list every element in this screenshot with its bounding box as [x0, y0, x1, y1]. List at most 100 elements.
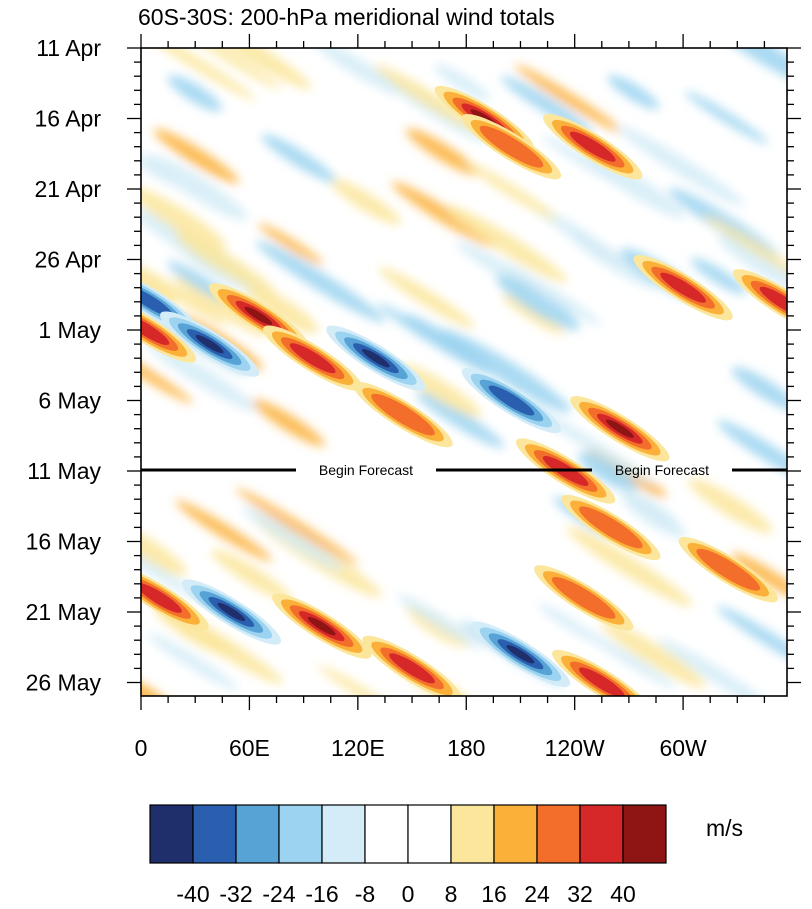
x-tick-label: 120W: [545, 735, 605, 761]
colorbar-box: [192, 804, 237, 864]
y-axis: 11 Apr 16 Apr 21 Apr 26 Apr 1 May 6 May 11 May…: [26, 35, 801, 696]
feature-contour: [578, 667, 625, 696]
feature-contour: [371, 393, 435, 436]
field-streak: [500, 261, 602, 326]
field-feature: [543, 114, 643, 180]
field-feature: [461, 114, 562, 180]
y-tick-label: 16 May: [26, 529, 102, 555]
field-streak: [141, 48, 256, 101]
field-streak: [188, 48, 312, 90]
colorbar-box: [278, 804, 323, 864]
field-streak: [658, 638, 778, 696]
field-streak: [684, 90, 769, 145]
colorbar-label: 8: [445, 881, 458, 907]
field-streak: [258, 223, 324, 265]
field-streak: [311, 48, 402, 96]
feature-contour: [389, 653, 435, 684]
x-tick-label: 180: [447, 735, 485, 761]
x-tick-label: 60E: [229, 735, 270, 761]
field-streak: [730, 552, 787, 602]
field-feature: [326, 325, 426, 391]
field-streak: [378, 267, 475, 329]
field-streak: [501, 75, 593, 135]
field-streak: [255, 240, 386, 323]
field-feature: [362, 635, 462, 696]
forecast-label-1: Begin Forecast: [319, 462, 413, 478]
feature-contour: [217, 602, 246, 622]
feature-contour: [569, 131, 616, 162]
field-streak: [243, 284, 319, 334]
field-feature: [461, 367, 562, 434]
colorbar-label: 32: [567, 881, 593, 907]
field-streak: [175, 231, 276, 297]
field-streak: [252, 399, 325, 447]
y-tick-label: 21 Apr: [35, 176, 102, 202]
x-axis: 0 60E 120E 180 120W 60W: [135, 34, 766, 761]
feature-contour: [579, 506, 643, 549]
field-feature: [262, 325, 363, 391]
colorbar-box: [321, 804, 366, 864]
field-streak: [141, 186, 227, 250]
field-streak: [617, 125, 745, 207]
colorbar-box: [579, 804, 624, 864]
y-tick-label: 21 May: [26, 599, 102, 625]
field-streak: [688, 478, 773, 534]
field-feature: [141, 297, 197, 363]
feature-contour: [660, 272, 706, 303]
field-feature: [561, 494, 661, 561]
field-streak: [329, 178, 401, 225]
field-streaks: [141, 48, 787, 696]
colorbar-box: [364, 804, 409, 864]
chart-title: 60S-30S: 200-hPa meridional wind totals: [138, 4, 555, 30]
field-streak: [405, 314, 488, 367]
field-feature: [272, 593, 372, 659]
field-feature: [181, 579, 282, 645]
field-streak: [175, 500, 273, 562]
feature-contour: [289, 343, 336, 374]
field-streak: [731, 366, 787, 412]
field-streak: [147, 632, 239, 691]
field-streak: [496, 275, 580, 331]
field-streak: [141, 258, 229, 327]
colorbar-box: [407, 804, 452, 864]
field-streak: [141, 532, 210, 606]
y-tick-label: 1 May: [38, 317, 101, 343]
field-streak: [578, 451, 637, 492]
field-streak: [698, 48, 787, 89]
feature-contour: [307, 616, 336, 636]
x-tick-label: 60W: [659, 735, 707, 761]
field-feature: [470, 621, 571, 687]
feature-contour: [195, 334, 224, 354]
field-streak: [174, 48, 282, 90]
field-streak: [716, 605, 787, 675]
field-streak: [445, 204, 568, 283]
colorbar-box: [450, 804, 495, 864]
feature-contour: [141, 582, 182, 613]
field-feature: [678, 537, 778, 603]
field-streak: [406, 128, 479, 176]
y-tick-label: 6 May: [38, 388, 101, 414]
feature-contour: [759, 286, 787, 317]
field-streak: [501, 294, 565, 335]
colorbar-label: 24: [524, 881, 550, 907]
colorbar-label: -40: [176, 881, 209, 907]
y-tick-label: 16 Apr: [35, 106, 102, 132]
colorbar-box: [536, 804, 581, 864]
field-streak: [433, 63, 491, 102]
forecast-line: Begin Forecast Begin Forecast: [141, 462, 787, 478]
colorbar-label: 16: [481, 881, 507, 907]
field-streak: [600, 620, 706, 689]
colorbar: -40 -32 -24 -16 -8 0 8 16 24 32 40: [149, 804, 667, 907]
colorbar-box: [622, 804, 667, 864]
colorbar-label: -24: [262, 881, 295, 907]
colorbar-label: -32: [219, 881, 252, 907]
field-streak: [566, 526, 693, 607]
field-feature: [534, 565, 634, 631]
field-feature: [159, 311, 260, 377]
feature-contour: [696, 548, 761, 591]
colorbar-box: [235, 804, 280, 864]
field-streak: [465, 161, 558, 221]
field-streak: [440, 329, 572, 413]
field-streak: [717, 420, 787, 484]
